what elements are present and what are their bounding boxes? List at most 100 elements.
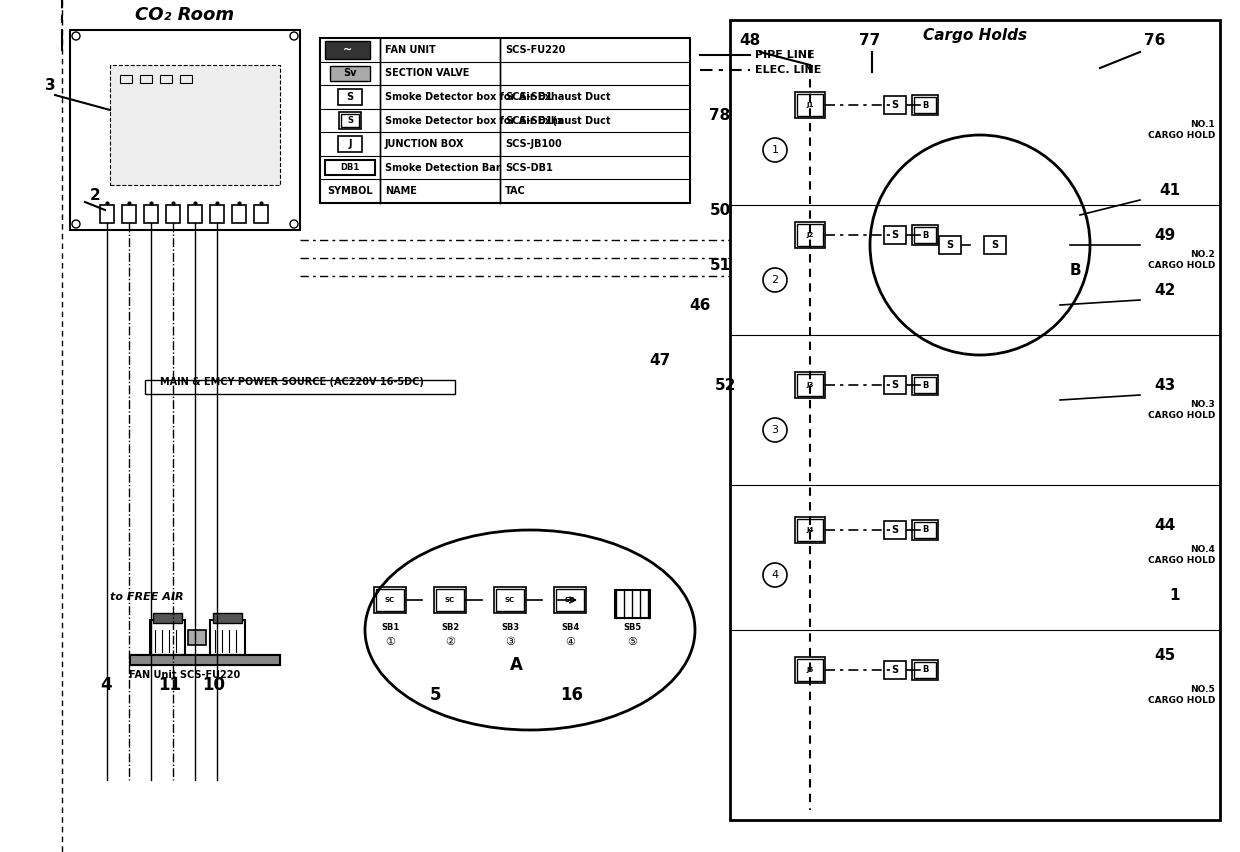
Text: 1: 1 <box>1169 588 1180 603</box>
Bar <box>330 66 370 81</box>
Ellipse shape <box>365 530 694 730</box>
Bar <box>795 222 825 248</box>
Bar <box>914 377 936 393</box>
Bar <box>320 38 689 203</box>
Bar <box>341 113 360 127</box>
Text: SCS-FU220: SCS-FU220 <box>505 45 565 55</box>
Text: B: B <box>921 526 929 534</box>
Text: FAN UNIT: FAN UNIT <box>384 45 435 55</box>
Text: S: S <box>892 665 899 675</box>
Text: Smoke Detector box for Air Exhaust Duct: Smoke Detector box for Air Exhaust Duct <box>384 92 610 102</box>
Text: 45: 45 <box>1154 648 1176 663</box>
Text: B: B <box>921 381 929 389</box>
Text: Sv: Sv <box>343 68 357 78</box>
Text: 2: 2 <box>771 275 779 285</box>
Text: B: B <box>921 101 929 110</box>
Bar <box>434 587 466 613</box>
Text: 2: 2 <box>91 188 100 203</box>
Text: NO.1
CARGO HOLD: NO.1 CARGO HOLD <box>1148 120 1215 140</box>
Text: SB5: SB5 <box>622 623 641 632</box>
Bar <box>180 75 192 83</box>
Bar <box>150 620 185 655</box>
Bar <box>140 75 153 83</box>
Text: DB1: DB1 <box>340 163 360 172</box>
Bar <box>144 205 157 223</box>
Bar <box>376 589 404 611</box>
Bar <box>985 236 1006 254</box>
Text: B: B <box>1070 263 1081 278</box>
Text: 46: 46 <box>689 298 711 313</box>
Text: SCS-SD1(x: SCS-SD1(x <box>505 116 563 125</box>
Bar <box>339 136 362 152</box>
Bar <box>795 517 825 543</box>
Text: S: S <box>892 525 899 535</box>
Text: Smoke Detector box for Air Exhaust Duct: Smoke Detector box for Air Exhaust Duct <box>384 116 610 125</box>
Bar <box>494 587 526 613</box>
Text: ③: ③ <box>505 637 515 647</box>
Bar <box>884 226 906 244</box>
Bar <box>797 374 823 396</box>
Bar <box>130 655 280 665</box>
Text: 1: 1 <box>771 145 779 155</box>
Text: SC: SC <box>565 597 575 603</box>
Text: 16: 16 <box>560 686 583 704</box>
Text: FAN Unit SCS-FU220: FAN Unit SCS-FU220 <box>129 670 241 680</box>
Text: B: B <box>921 231 929 239</box>
Bar <box>797 519 823 541</box>
Bar <box>325 160 374 176</box>
Text: SC: SC <box>445 597 455 603</box>
Bar <box>884 96 906 114</box>
Text: J2: J2 <box>806 232 813 238</box>
Text: PIPE LINE: PIPE LINE <box>755 50 815 60</box>
Text: ~: ~ <box>342 45 352 55</box>
Bar <box>914 662 936 678</box>
Text: MAIN & EMCY POWER SOURCE (AC220V 16-5DC): MAIN & EMCY POWER SOURCE (AC220V 16-5DC) <box>160 377 424 387</box>
Text: ①: ① <box>384 637 396 647</box>
Bar <box>795 657 825 683</box>
Text: B: B <box>921 665 929 675</box>
Bar <box>145 380 455 394</box>
Bar <box>436 589 464 611</box>
Text: SB4: SB4 <box>560 623 579 632</box>
Bar <box>210 205 224 223</box>
Text: 3: 3 <box>45 78 56 93</box>
Text: S: S <box>992 240 998 250</box>
Text: NO.5
CARGO HOLD: NO.5 CARGO HOLD <box>1148 685 1215 705</box>
Text: SB2: SB2 <box>441 623 459 632</box>
Text: S: S <box>892 230 899 240</box>
Bar <box>911 520 937 540</box>
Text: 5: 5 <box>430 686 441 704</box>
Bar <box>797 659 823 681</box>
Text: ELEC. LINE: ELEC. LINE <box>755 65 821 75</box>
Text: to FREE AIR: to FREE AIR <box>110 592 184 602</box>
Text: CO₂ Room: CO₂ Room <box>135 6 234 24</box>
Text: NO.2
CARGO HOLD: NO.2 CARGO HOLD <box>1148 250 1215 270</box>
Bar <box>210 620 246 655</box>
Text: SYMBOL: SYMBOL <box>327 187 373 196</box>
Text: 77: 77 <box>859 33 880 48</box>
Text: 76: 76 <box>1145 33 1166 48</box>
Text: 10: 10 <box>202 676 224 694</box>
Bar <box>166 205 180 223</box>
Bar <box>339 89 362 105</box>
Text: SCS-DB1: SCS-DB1 <box>505 163 553 173</box>
Bar <box>188 205 202 223</box>
Text: 4: 4 <box>771 570 779 580</box>
Bar <box>110 65 280 185</box>
Text: 3: 3 <box>771 425 779 435</box>
Bar <box>254 205 268 223</box>
Bar <box>911 375 937 395</box>
Bar <box>160 75 172 83</box>
Text: 11: 11 <box>157 676 181 694</box>
Bar <box>120 75 131 83</box>
Bar <box>325 41 370 59</box>
Text: A: A <box>510 656 523 674</box>
Bar <box>911 660 937 680</box>
Text: 42: 42 <box>1154 283 1176 298</box>
Bar <box>911 95 937 115</box>
Text: SB3: SB3 <box>501 623 520 632</box>
Text: 43: 43 <box>1154 378 1176 393</box>
Text: TAC: TAC <box>505 187 526 196</box>
Text: J5: J5 <box>806 667 813 673</box>
Text: ④: ④ <box>565 637 575 647</box>
